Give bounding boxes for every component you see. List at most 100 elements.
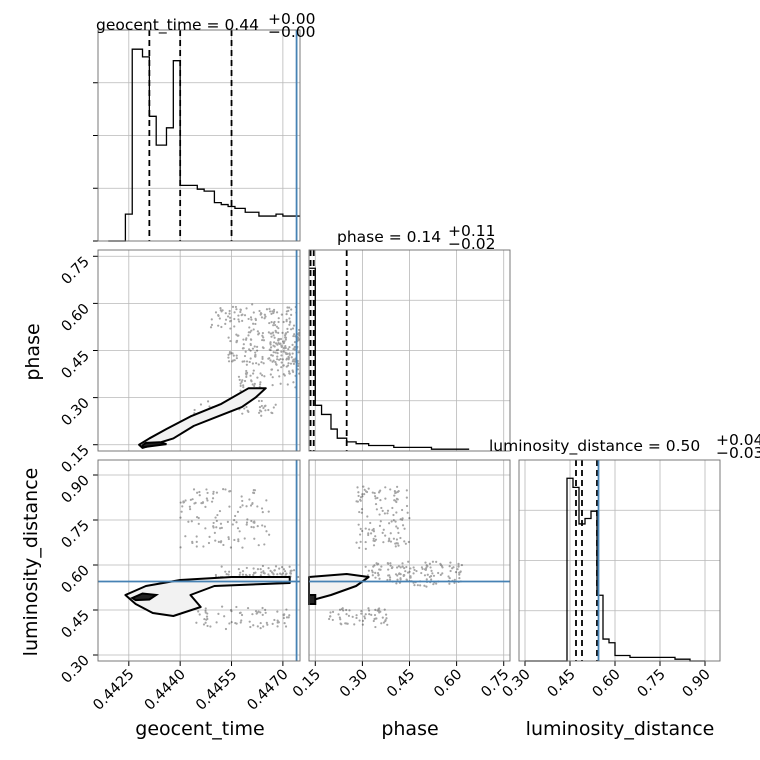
- scatter-point: [384, 486, 387, 489]
- scatter-point: [235, 341, 238, 344]
- scatter-point: [377, 562, 380, 565]
- scatter-point: [179, 516, 182, 519]
- scatter-point: [290, 356, 293, 359]
- scatter-point: [277, 338, 280, 341]
- scatter-point: [224, 570, 227, 573]
- scatter-point: [272, 406, 275, 409]
- scatter-point: [289, 572, 292, 575]
- scatter-point: [227, 356, 230, 359]
- scatter-point: [241, 499, 244, 503]
- scatter-point: [456, 568, 459, 571]
- scatter-point: [182, 500, 186, 504]
- scatter-point: [272, 573, 275, 576]
- scatter-point: [209, 326, 213, 329]
- scatter-point: [268, 307, 271, 310]
- scatter-point: [274, 351, 277, 354]
- scatter-point: [368, 528, 371, 531]
- scatter-point: [263, 375, 266, 378]
- scatter-point: [372, 565, 375, 568]
- scatter-point: [269, 310, 272, 313]
- scatter-point: [261, 606, 264, 610]
- scatter-point: [345, 608, 348, 612]
- scatter-point: [261, 613, 264, 617]
- scatter-point: [376, 563, 379, 566]
- scatter-point: [284, 351, 287, 354]
- scatter-point: [379, 568, 382, 571]
- scatter-point: [260, 571, 263, 574]
- scatter-point: [276, 358, 279, 361]
- scatter-point: [377, 608, 380, 611]
- scatter-point: [254, 353, 257, 356]
- scatter-point: [284, 338, 287, 341]
- scatter-point: [376, 496, 379, 500]
- scatter-point: [435, 560, 438, 563]
- scatter-point: [241, 360, 244, 363]
- geocent-time-histogram-panel: [93, 29, 301, 242]
- scatter-point: [370, 613, 373, 616]
- phase-title-minus: −0.02: [448, 235, 496, 253]
- scatter-point: [204, 611, 207, 614]
- scatter-point: [254, 317, 257, 320]
- scatter-point: [355, 616, 358, 620]
- scatter-point: [408, 570, 411, 573]
- scatter-point: [252, 322, 255, 325]
- scatter-point: [259, 611, 262, 614]
- scatter-point: [237, 334, 240, 337]
- scatter-point: [240, 314, 243, 317]
- scatter-point: [236, 527, 240, 530]
- scatter-point: [353, 623, 356, 626]
- scatter-point: [394, 520, 397, 523]
- y-axis-label-phase: phase: [22, 323, 44, 380]
- scatter-point: [276, 355, 279, 358]
- scatter-point: [257, 363, 260, 366]
- scatter-point: [405, 504, 409, 508]
- scatter-point: [274, 565, 278, 568]
- scatter-point: [378, 568, 381, 571]
- scatter-point: [439, 563, 443, 567]
- scatter-point: [428, 562, 431, 565]
- scatter-point: [292, 362, 296, 365]
- scatter-point: [254, 354, 257, 357]
- scatter-point: [235, 354, 238, 357]
- scatter-point: [379, 489, 382, 492]
- scatter-point: [289, 572, 292, 575]
- scatter-point: [227, 353, 230, 356]
- scatter-point: [237, 314, 240, 317]
- scatter-point: [394, 545, 397, 548]
- scatter-point: [390, 566, 394, 570]
- scatter-point: [220, 325, 223, 329]
- scatter-point: [395, 525, 398, 528]
- scatter-point: [249, 374, 252, 377]
- scatter-point: [258, 309, 261, 313]
- scatter-point: [274, 361, 277, 364]
- scatter-point: [276, 348, 280, 351]
- scatter-point: [184, 535, 187, 538]
- scatter-point: [261, 564, 265, 568]
- scatter-point: [282, 568, 286, 571]
- scatter-point: [261, 524, 264, 527]
- scatter-point: [206, 612, 209, 615]
- scatter-point: [253, 489, 257, 492]
- scatter-point: [394, 542, 397, 545]
- panel-frame: [518, 459, 721, 662]
- scatter-point: [252, 573, 255, 577]
- scatter-point: [239, 621, 242, 624]
- scatter-point: [195, 535, 198, 538]
- scatter-point: [261, 346, 265, 349]
- scatter-point: [215, 621, 218, 624]
- scatter-point: [278, 567, 281, 570]
- scatter-point: [284, 625, 288, 628]
- scatter-point: [378, 513, 381, 516]
- scatter-points: [193, 303, 301, 417]
- scatter-point: [272, 310, 276, 313]
- scatter-point: [214, 311, 218, 314]
- scatter-point: [195, 516, 199, 519]
- scatter-point: [228, 309, 231, 313]
- scatter-point: [282, 320, 285, 324]
- scatter-point: [245, 521, 249, 524]
- scatter-point: [435, 582, 438, 585]
- scatter-point: [214, 573, 217, 577]
- scatter-point: [441, 566, 444, 569]
- scatter-point: [429, 575, 433, 578]
- scatter-point: [245, 505, 248, 508]
